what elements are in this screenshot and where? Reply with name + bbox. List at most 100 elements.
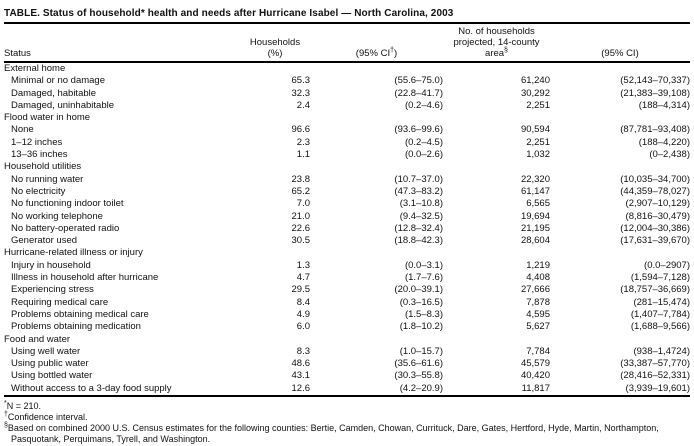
status-cell: Using well water: [11, 345, 81, 357]
households-pct-cell: 2.3: [296, 136, 310, 148]
households-pct-cell: 8.4: [296, 296, 310, 308]
ci-n-cell: (0–2,438): [649, 149, 690, 161]
projected-n-cell: 21,195: [520, 222, 550, 234]
ci-n-cell: (8,816–30,479): [625, 210, 690, 222]
table-row: Damaged, uninhabitable 2.4 (0.2–4.6) 2,251 (…: [4, 100, 690, 112]
table-row: 13–36 inches 1.1 (0.0–2.6) 1,032 (0–2,438): [4, 149, 690, 161]
table-row: Problems obtaining medication 6.0 (1.8–10.…: [4, 321, 690, 333]
section-header-row: External home: [4, 62, 690, 75]
projected-n-cell: 7,878: [526, 296, 550, 308]
status-cell: None: [11, 124, 34, 136]
ci-n-cell: (2,907–10,129): [625, 198, 690, 210]
dagger-footnote-marker: †: [390, 46, 395, 54]
ci-n-cell: (17,631–39,670): [620, 235, 690, 247]
footnote-text: N = 210.: [6, 401, 42, 412]
col-header-projected-line1: No. of households: [458, 26, 535, 37]
status-cell: 1–12 inches: [11, 136, 63, 148]
ci-pct-cell: (93.6–99.6): [394, 124, 443, 136]
table-row: No working telephone 21.0 (9.4–32.5) 19,694…: [4, 211, 690, 223]
table-row: Generator used 30.5 (18.8–42.3) 28,604 (17,6…: [4, 235, 690, 247]
projected-n-cell: 28,604: [520, 235, 550, 247]
households-pct-cell: 4.9: [296, 308, 310, 320]
ci-pct-cell: (3.1–10.8): [399, 198, 443, 210]
ci-pct-cell: (9.4–32.5): [399, 210, 443, 222]
ci-pct-cell: (10.7–37.0): [394, 173, 443, 185]
status-cell: Generator used: [11, 235, 78, 247]
col-header-households-line2: (%): [267, 48, 283, 59]
table-row: No functioning indoor toilet 7.0 (3.1–10.8…: [4, 198, 690, 210]
status-cell: No functioning indoor toilet: [11, 198, 124, 210]
households-pct-cell: 21.0: [291, 210, 311, 222]
projected-n-cell: 61,240: [520, 75, 550, 87]
table-body: External home Minimal or no damage 65.3 (55…: [4, 62, 690, 396]
projected-n-cell: 2,251: [526, 99, 550, 111]
projected-n-cell: 6,565: [526, 198, 550, 210]
ci-n-cell: (44,359–78,027): [620, 185, 690, 197]
households-pct-cell: 32.3: [291, 87, 311, 99]
table-header: Status Households (%) (95% CI†) No. of h…: [4, 24, 690, 63]
ci-pct-cell: (22.8–41.7): [394, 87, 443, 99]
households-pct-cell: 12.6: [291, 382, 311, 394]
data-table: Status Households (%) (95% CI†) No. of h…: [4, 24, 690, 398]
projected-n-cell: 1,032: [526, 149, 550, 161]
table-row: Problems obtaining medical care 4.9 (1.5–8…: [4, 309, 690, 321]
ci-pct-cell: (0.2–4.6): [404, 99, 443, 111]
ci-n-cell: (28,416–52,331): [620, 370, 690, 382]
table-row: No battery-operated radio 22.6 (12.8–32.4)…: [4, 223, 690, 235]
ci-n-cell: (1,688–9,566): [630, 321, 690, 333]
ci-pct-cell: (0.0–2.6): [404, 149, 443, 161]
footnotes: *N = 210. †Confidence interval. §Based o…: [4, 400, 690, 445]
status-cell: Damaged, habitable: [11, 87, 97, 99]
footnote-text: Confidence interval.: [7, 412, 88, 423]
ci-pct-cell: (0.0–3.1): [404, 259, 443, 271]
households-pct-cell: 1.3: [296, 259, 310, 271]
projected-n-cell: 27,666: [520, 284, 550, 296]
footnote-text: Based on combined 2000 U.S. Census estim…: [7, 423, 659, 445]
households-pct-cell: 6.0: [296, 321, 310, 333]
ci-n-cell: (188–4,220): [638, 136, 690, 148]
ci-n-cell: (12,004–30,386): [620, 222, 690, 234]
ci-pct-cell: (0.2–4.5): [404, 136, 443, 148]
ci-n-cell: (87,781–93,408): [620, 124, 690, 136]
projected-n-cell: 4,408: [526, 272, 550, 284]
ci-n-cell: (21,383–39,108): [620, 87, 690, 99]
section-footnote-marker: §: [504, 46, 508, 54]
projected-n-cell: 30,292: [520, 87, 550, 99]
ci-n-cell: (1,594–7,128): [630, 272, 690, 284]
projected-n-cell: 40,420: [520, 370, 550, 382]
col-header-status-label: Status: [4, 48, 31, 59]
ci-pct-cell: (35.6–61.6): [394, 358, 443, 370]
households-pct-cell: 23.8: [291, 173, 311, 185]
section-label: Food and water: [4, 333, 71, 345]
table-row: Minimal or no damage 65.3 (55.6–75.0) 61,24…: [4, 75, 690, 87]
status-cell: No working telephone: [11, 210, 103, 222]
households-pct-cell: 96.6: [291, 124, 311, 136]
status-cell: Problems obtaining medical care: [11, 308, 149, 320]
footnote-marker: §: [4, 422, 8, 430]
projected-n-cell: 2,251: [526, 136, 550, 148]
projected-n-cell: 11,817: [521, 382, 550, 394]
section-header-row: Household utilities: [4, 161, 690, 173]
table-row: No running water 23.8 (10.7–37.0) 22,320 (10…: [4, 174, 690, 186]
ci-pct-cell: (30.3–55.8): [394, 370, 443, 382]
footnote: §Based on combined 2000 U.S. Census esti…: [4, 422, 690, 445]
ci-pct-cell: (1.5–8.3): [404, 308, 443, 320]
ci-n-cell: (33,387–57,770): [620, 358, 690, 370]
col-header-projected-line2: projected, 14-county area§: [453, 37, 540, 59]
status-cell: Minimal or no damage: [11, 75, 105, 87]
households-pct-cell: 22.6: [291, 222, 311, 234]
households-pct-cell: 30.5: [291, 235, 311, 247]
households-pct-cell: 2.4: [296, 99, 310, 111]
households-pct-cell: 43.1: [291, 370, 311, 382]
section-label: Hurricane-related illness or injury: [4, 247, 143, 259]
table-row: Using public water 48.6 (35.6–61.6) 45,579 (…: [4, 358, 690, 370]
section-header-row: Hurricane-related illness or injury: [4, 247, 690, 259]
table-row: Requiring medical care 8.4 (0.3–16.5) 7,878…: [4, 297, 690, 309]
ci-pct-cell: (47.3–83.2): [394, 185, 443, 197]
households-pct-cell: 8.3: [296, 345, 310, 357]
col-header-households-pct: Households (%): [240, 24, 310, 63]
status-cell: Requiring medical care: [11, 296, 109, 308]
households-pct-cell: 65.3: [291, 75, 311, 87]
status-cell: No running water: [11, 173, 84, 185]
